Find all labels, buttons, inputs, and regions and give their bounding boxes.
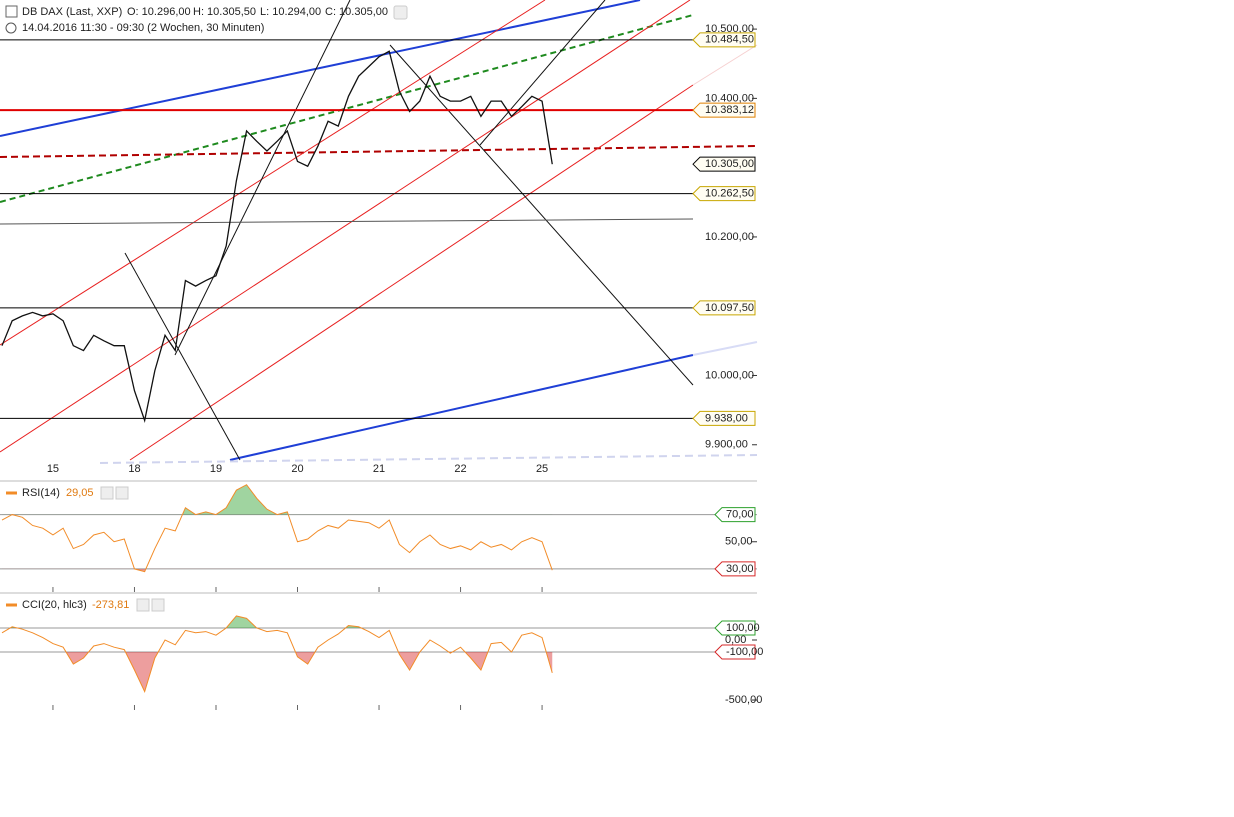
drawing-tools [0,0,758,464]
y-tick-label: 10.500,00 [705,23,754,35]
settings-icon[interactable] [393,5,408,20]
y-tick-label: 10.400,00 [705,92,754,104]
trend-line [174,0,351,356]
y-tick-label: -500,00 [725,694,762,706]
close-icon[interactable] [115,486,129,500]
trend-line [124,252,241,461]
level-label: 10.262,50 [705,188,754,200]
indicator-value: -273,81 [92,599,129,611]
level-label-box [692,156,756,172]
x-tick-label: 20 [291,463,303,475]
clock-icon [5,22,17,34]
level-label-box [692,300,756,316]
y-tick-label: 10.200,00 [705,231,754,243]
level-label: 10.484,50 [705,34,754,46]
period: 14.04.2016 11:30 - 09:30 (2 Wochen, 30 M… [22,22,264,34]
close-value: C: 10.305,00 [325,6,388,18]
label-box [714,644,756,660]
indicator-value: 29,05 [66,487,94,499]
trend-line [229,354,694,461]
x-tick-label: 25 [536,463,548,475]
series-line [1,615,553,694]
open-value: O: 10.296,00 [127,6,191,18]
zone-fill [2,568,553,572]
y-tick-label: 10.000,00 [705,369,754,381]
channel-line [0,0,691,453]
y-tick-label: 9.900,00 [705,439,748,451]
high-value: H: 10.305,50 [193,6,256,18]
channel-line [0,0,546,346]
trend-line [692,341,758,356]
close-icon[interactable] [151,598,165,612]
settings-icon[interactable] [136,598,150,612]
low-value: L: 10.294,00 [260,6,321,18]
y-tick-label: -100,00 [726,646,763,658]
x-tick-label: 18 [128,463,140,475]
trend-line [479,0,606,146]
zone-fill [12,484,289,515]
x-tick-label: 15 [47,463,59,475]
trend-line [0,218,694,225]
y-tick-label: 30,00 [726,563,754,575]
instrument-title: DB DAX (Last, XXP) [22,6,122,18]
trend-line [389,44,694,386]
label-box [714,561,756,577]
label-box [714,620,756,636]
level-label-box [692,186,756,202]
zone-fill [2,652,553,692]
level-label-box [692,102,756,118]
series-line [1,50,553,423]
level-label-box [692,32,756,48]
y-tick-label: 100,00 [726,622,760,634]
x-tick-label: 22 [454,463,466,475]
indicator-title: RSI(14) [22,487,60,499]
level-label: 10.097,50 [705,302,754,314]
y-tick-label: 0,00 [725,634,746,646]
settings-icon[interactable] [100,486,114,500]
level-label: 10.305,00 [705,158,754,170]
level-label: 10.383,12 [705,104,754,116]
trend-line [0,0,641,137]
chart-icon [5,5,18,18]
x-tick-label: 19 [210,463,222,475]
level-label: 9.938,00 [705,412,748,424]
channel-line [692,44,758,86]
y-tick-label: 70,00 [726,508,754,520]
trend-line [0,14,694,203]
trend-line [0,145,758,158]
trend-line [99,454,758,464]
label-box [714,507,756,523]
channel-line [129,84,694,461]
x-tick-label: 21 [373,463,385,475]
y-tick-label: 50,00 [725,536,753,548]
indicator-title: CCI(20, hlc3) [22,599,87,611]
series-line [1,484,553,573]
level-label-box [692,410,756,426]
